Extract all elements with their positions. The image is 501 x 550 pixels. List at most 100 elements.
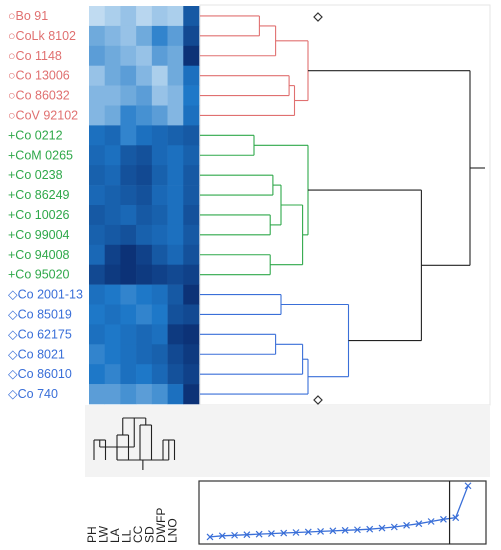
scree-point bbox=[452, 514, 460, 522]
heatmap-cell bbox=[104, 125, 121, 146]
heatmap-cell bbox=[104, 6, 121, 27]
heatmap-cell bbox=[167, 205, 184, 226]
heatmap-cell bbox=[151, 364, 168, 385]
heatmap-cell bbox=[89, 45, 106, 66]
heatmap-cell bbox=[167, 25, 184, 47]
heatmap-cell bbox=[120, 284, 137, 305]
heatmap-cell bbox=[183, 224, 200, 246]
heatmap-cell bbox=[104, 25, 121, 47]
heatmap-cell bbox=[183, 344, 200, 365]
scree-point bbox=[268, 530, 275, 538]
scree-point bbox=[329, 527, 337, 535]
heatmap-cell bbox=[167, 6, 184, 27]
heatmap-cell bbox=[183, 384, 200, 405]
heatmap-cell bbox=[167, 244, 184, 265]
row-label: ◇Co 86010 bbox=[8, 367, 72, 381]
scree-point bbox=[464, 482, 472, 490]
row-label: ◇Co 740 bbox=[8, 387, 58, 401]
heatmap-cell bbox=[136, 125, 153, 146]
heatmap-cell bbox=[104, 324, 121, 345]
scree-point bbox=[427, 518, 435, 525]
column-label: LNO bbox=[166, 518, 180, 543]
heatmap-cell bbox=[104, 224, 121, 246]
heatmap-cell bbox=[136, 224, 153, 246]
heatmap-cell bbox=[151, 384, 168, 405]
heatmap-cell bbox=[151, 65, 168, 86]
row-label: ○Co 86032 bbox=[8, 89, 70, 103]
row-label: +Co 10026 bbox=[8, 208, 70, 222]
heatmap-cell bbox=[136, 65, 153, 86]
heatmap-cell bbox=[120, 6, 137, 27]
heatmap-cell bbox=[167, 364, 184, 385]
heatmap-cell bbox=[136, 244, 153, 265]
heatmap-cell bbox=[151, 244, 168, 265]
scree-point bbox=[206, 533, 214, 541]
heatmap-cell bbox=[120, 344, 137, 365]
heatmap-cell bbox=[120, 125, 137, 146]
heatmap-cell bbox=[136, 145, 153, 166]
heatmap-cell bbox=[89, 344, 106, 365]
heatmap-cell bbox=[136, 165, 153, 186]
row-labels: ○Bo 91 ○CoLk 8102 ○Co 1148 ○Co 13006 ○Co 860… bbox=[8, 9, 83, 401]
heatmap-cell bbox=[136, 384, 153, 405]
heatmap-cell bbox=[151, 85, 168, 106]
heatmap-cell bbox=[89, 165, 106, 186]
heatmap-cell bbox=[89, 185, 106, 206]
heatmap-cell bbox=[167, 65, 184, 86]
heatmap-cell bbox=[104, 145, 121, 166]
scree-point bbox=[415, 520, 423, 528]
heatmap-cell bbox=[104, 364, 121, 385]
heatmap-cell bbox=[151, 224, 168, 246]
heatmap-cell bbox=[89, 65, 106, 86]
heatmap-cell bbox=[136, 6, 153, 27]
heatmap-cell bbox=[120, 105, 137, 126]
heatmap-cell bbox=[151, 25, 168, 47]
heatmap-cell bbox=[151, 344, 168, 365]
heatmap-cell bbox=[104, 244, 121, 265]
heatmap-cell bbox=[151, 105, 168, 126]
heatmap-cell bbox=[136, 364, 153, 385]
row-label: ○Co 1148 bbox=[8, 49, 62, 63]
heatmap-cell bbox=[120, 185, 137, 206]
heatmap-cell bbox=[183, 6, 200, 27]
heatmap-cell bbox=[104, 304, 121, 325]
heatmap-cell bbox=[89, 324, 106, 345]
heatmap-cell bbox=[151, 125, 168, 146]
heatmap-cell bbox=[151, 284, 168, 305]
heatmap-cell bbox=[89, 304, 106, 325]
heatmap-cell bbox=[167, 45, 184, 66]
scree-point bbox=[354, 526, 361, 534]
heatmap-cell bbox=[167, 165, 184, 186]
scree-point bbox=[390, 523, 398, 531]
heatmap-cell bbox=[183, 125, 200, 146]
heatmap-cell bbox=[183, 244, 200, 265]
scree-point bbox=[440, 515, 447, 523]
heatmap-cell bbox=[120, 25, 137, 47]
heatmap-cell bbox=[167, 85, 184, 106]
heatmap-cell bbox=[167, 105, 184, 126]
row-label: +Co 94008 bbox=[8, 248, 70, 262]
heatmap-cell bbox=[89, 125, 106, 146]
heatmap-cell bbox=[183, 45, 200, 66]
heatmap-cell bbox=[151, 45, 168, 66]
heatmap-cell bbox=[104, 344, 121, 365]
heatmap-cells bbox=[89, 6, 200, 405]
heatmap-cell bbox=[89, 105, 106, 126]
heatmap-cell bbox=[89, 85, 106, 106]
heatmap-cell bbox=[167, 224, 184, 246]
heatmap-cell bbox=[120, 205, 137, 226]
heatmap-cell bbox=[120, 364, 137, 385]
heatmap-cell bbox=[136, 85, 153, 106]
row-label: +Co 0238 bbox=[8, 168, 63, 182]
row-label: ○Bo 91 bbox=[8, 9, 48, 23]
heatmap-cell bbox=[120, 65, 137, 86]
heatmap-cell bbox=[136, 185, 153, 206]
heatmap-cell bbox=[104, 205, 121, 226]
heatmap-cell bbox=[183, 324, 200, 345]
heatmap-cell bbox=[89, 25, 106, 47]
heatmap-cell bbox=[104, 185, 121, 206]
scree-point bbox=[366, 525, 374, 533]
heatmap-cell bbox=[151, 6, 168, 27]
scree-point bbox=[218, 532, 226, 540]
